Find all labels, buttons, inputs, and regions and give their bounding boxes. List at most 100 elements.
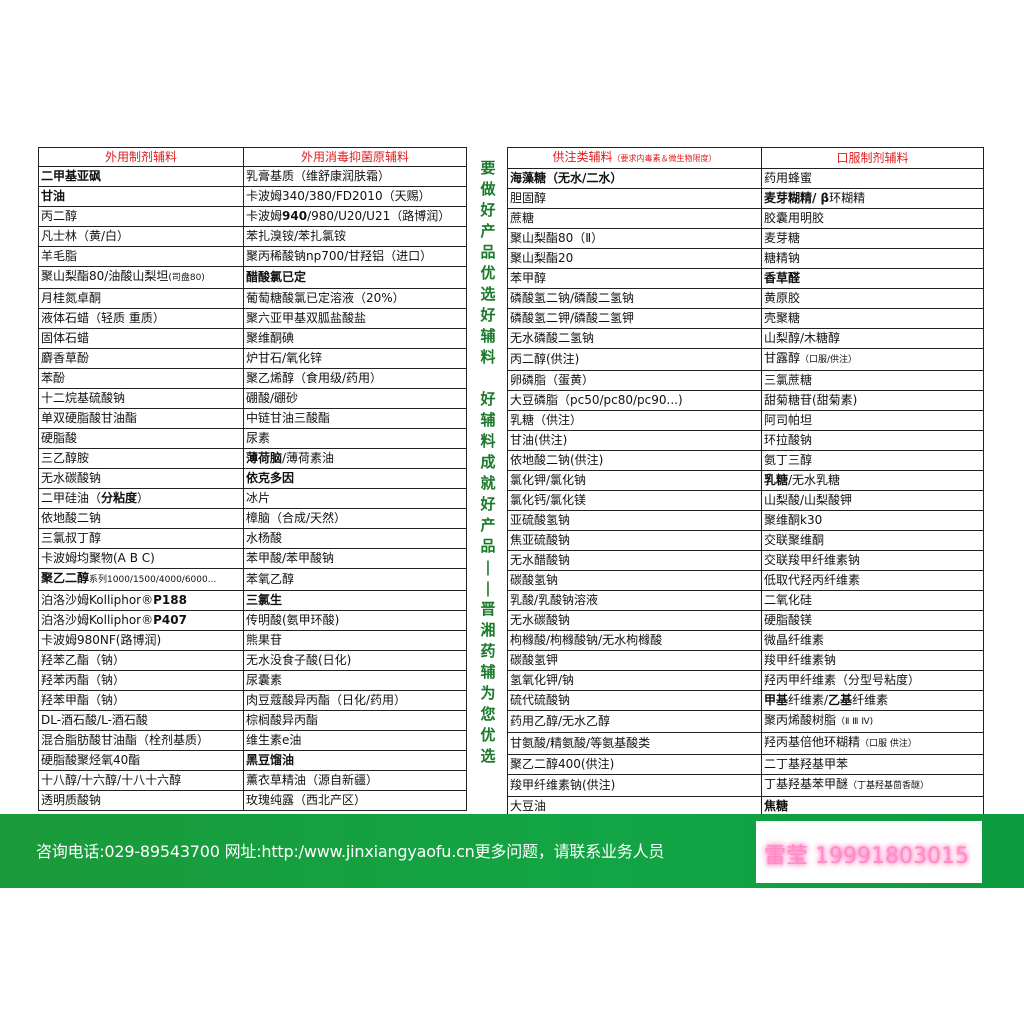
table-cell: 羟苯甲酯（钠） (38, 690, 244, 711)
cell-text: 纤维素 (852, 693, 889, 707)
table-cell: 低取代羟丙纤维素 (761, 570, 984, 591)
table-cell: 依克多因 (243, 468, 467, 489)
cell-text: 麦芽糊精/ β (764, 191, 830, 205)
injection-oral-table: 供注类辅料（要求内毒素＆微生物限度） 口服制剂辅料 海藻糖（无水/二水） 药用蜂蜜… (507, 147, 984, 817)
cell-text: 纤维素/ (788, 693, 829, 707)
table-cell: 麝香草酚 (38, 348, 244, 369)
slogan-char: 辅 (480, 327, 496, 345)
table-cell: 黄原胶 (761, 288, 984, 309)
table-cell: 樟脑（合成/天然） (243, 508, 467, 529)
table-cell: 传明酸(氨甲环酸) (243, 610, 467, 631)
table-cell: 二甲硅油（分粘度） (38, 488, 244, 509)
table-row: 液体石蜡（轻质 重质） 聚六亚甲基双胍盐酸盐 (38, 308, 467, 329)
contact-banner: 咨询电话:029-89543700 网址:http:/www.jinxiangy… (0, 814, 1024, 888)
table-row: 聚乙二醇系列1000/1500/4000/6000... 苯氧乙醇 (38, 568, 467, 591)
cell-text: (司盘80) (168, 273, 205, 283)
table-row: 卡波姆980NF(路博润) 熊果苷 (38, 630, 467, 651)
table-cell: 二氧化硅 (761, 590, 984, 611)
cell-text: 卡波姆 (246, 209, 283, 223)
table-row: 乳糖（供注） 阿司帕坦 (507, 410, 984, 431)
slogan-char: 成 (480, 453, 496, 471)
table-cell: 卡波姆940/980/U20/U21（路博润） (243, 206, 467, 227)
table-row: 丙二醇 卡波姆940/980/U20/U21（路博润） (38, 206, 467, 227)
table-row: 磷酸氢二钾/磷酸二氢钾 壳聚糖 (507, 308, 984, 329)
cell-text: 甲基 (764, 693, 789, 707)
table-cell: 乳糖/无水乳糖 (761, 470, 984, 491)
table-cell: 丁基羟基苯甲醚（丁基羟基茴香醚） (761, 774, 984, 797)
table-row: 月桂氮卓酮 葡萄糖酸氯已定溶液（20%） (38, 288, 467, 309)
table-cell: 聚维酮碘 (243, 328, 467, 349)
table-row: 卡波姆均聚物(A B C) 苯甲酸/苯甲酸钠 (38, 548, 467, 569)
table-cell: 氨丁三醇 (761, 450, 984, 471)
table-cell: 甘露醇（口服/供注） (761, 348, 984, 371)
table-cell: 固体石蜡 (38, 328, 244, 349)
table-cell: 海藻糖（无水/二水） (507, 168, 762, 189)
slogan-char: 优 (480, 264, 496, 282)
table-row: 硫代硫酸钠 甲基纤维素/乙基纤维素 (507, 690, 984, 711)
cell-text: 薄荷脑 (246, 451, 283, 465)
table-cell: 无水磷酸二氢钠 (507, 328, 762, 349)
table-cell: 香草醛 (761, 268, 984, 289)
slogan-char: 晋 (480, 600, 496, 618)
table-cell: 硬脂酸聚烃氧40酯 (38, 750, 244, 771)
table-cell: 枸橼酸/枸橼酸钠/无水枸橼酸 (507, 630, 762, 651)
slogan-char (476, 368, 500, 389)
cell-text: 环糊精 (829, 191, 866, 205)
cell-text: 940 (282, 209, 308, 223)
slogan-char: 湘 (480, 621, 496, 639)
slogan-char: 要 (480, 159, 496, 177)
table-cell: 羟苯丙酯（钠） (38, 670, 244, 691)
cell-text: （Ⅱ Ⅲ Ⅳ) (836, 717, 874, 727)
table-cell: 三氯蔗糖 (761, 370, 984, 391)
cell-text: 聚乙二醇 (41, 571, 90, 585)
table-row: 二甲基亚砜 乳膏基质（维舒康润肤霜） (38, 166, 467, 187)
cell-text: 醋酸氯已定 (246, 270, 307, 284)
table-row: 十八醇/十六醇/十八十六醇 薰衣草精油（源自新疆） (38, 770, 467, 791)
table-cell: 山梨酸/山梨酸钾 (761, 490, 984, 511)
slogan-char: | (485, 579, 491, 597)
table-cell: 焦亚硫酸钠 (507, 530, 762, 551)
slogan-char: 好 (480, 306, 496, 324)
table-cell: 羟丙甲纤维素（分型号粘度） (761, 670, 984, 691)
cell-text: 依克多因 (246, 471, 295, 485)
header-disinfectant-materials: 外用消毒抑菌原辅料 (243, 147, 467, 167)
table-cell: 黑豆馏油 (243, 750, 467, 771)
table-cell: 冰片 (243, 488, 467, 509)
slogan-char: 辅 (480, 411, 496, 429)
table-cell: 卡波姆340/380/FD2010（天赐） (243, 186, 467, 207)
table-row: 泊洛沙姆Kolliphor®P188 三氯生 (38, 590, 467, 611)
table-cell: 聚乙二醇400(供注) (507, 754, 762, 775)
table-cell: 苯甲醇 (507, 268, 762, 289)
table-cell: 麦芽糊精/ β环糊精 (761, 188, 984, 209)
cell-text: 三氯生 (246, 593, 283, 607)
table-row: 乳酸/乳酸钠溶液 二氧化硅 (507, 590, 984, 611)
table-row: 无水磷酸二氢钠 山梨醇/木糖醇 (507, 328, 984, 349)
table-cell: 泊洛沙姆Kolliphor®P407 (38, 610, 244, 631)
table-cell: 肉豆蔻酸异丙酯（日化/药用） (243, 690, 467, 711)
table-row: 依地酸二钠 樟脑（合成/天然） (38, 508, 467, 529)
table-cell: 尿素 (243, 428, 467, 449)
table-cell: 羧甲纤维素钠(供注) (507, 774, 762, 797)
table-row: 混合脂肪酸甘油酯（栓剂基质） 维生素e油 (38, 730, 467, 751)
table-row: 硬脂酸 尿素 (38, 428, 467, 449)
table-cell: 聚山梨酯80（Ⅱ） (507, 228, 762, 249)
table-cell: 中链甘油三酸酯 (243, 408, 467, 429)
table-cell: 聚丙稀酸钠np700/甘羟铝（进口） (243, 246, 467, 267)
table-cell: 聚山梨酯80/油酸山梨坦(司盘80) (38, 266, 244, 289)
slogan-char: 料 (480, 432, 496, 450)
table-cell: 混合脂肪酸甘油酯（栓剂基质） (38, 730, 244, 751)
table-row: 蔗糖 胶囊用明胶 (507, 208, 984, 229)
table-row: 无水碳酸钠 硬脂酸镁 (507, 610, 984, 631)
table-cell: 硼酸/硼砂 (243, 388, 467, 409)
table-cell: 药用乙醇/无水乙醇 (507, 710, 762, 733)
table-cell: 硬脂酸镁 (761, 610, 984, 631)
table-row: 十二烷基硫酸钠 硼酸/硼砂 (38, 388, 467, 409)
table-row: 羟苯丙酯（钠） 尿囊素 (38, 670, 467, 691)
table-row: 焦亚硫酸钠 交联聚维酮 (507, 530, 984, 551)
table-cell: 苯酚 (38, 368, 244, 389)
table-cell: 薄荷脑/薄荷素油 (243, 448, 467, 469)
header-note: （要求内毒素＆微生物限度） (612, 154, 717, 163)
slogan-char: 品 (480, 537, 496, 555)
table-row: DL-酒石酸/L-酒石酸 棕榈酸异丙酯 (38, 710, 467, 731)
table-row: 碳酸氢钠 低取代羟丙纤维素 (507, 570, 984, 591)
